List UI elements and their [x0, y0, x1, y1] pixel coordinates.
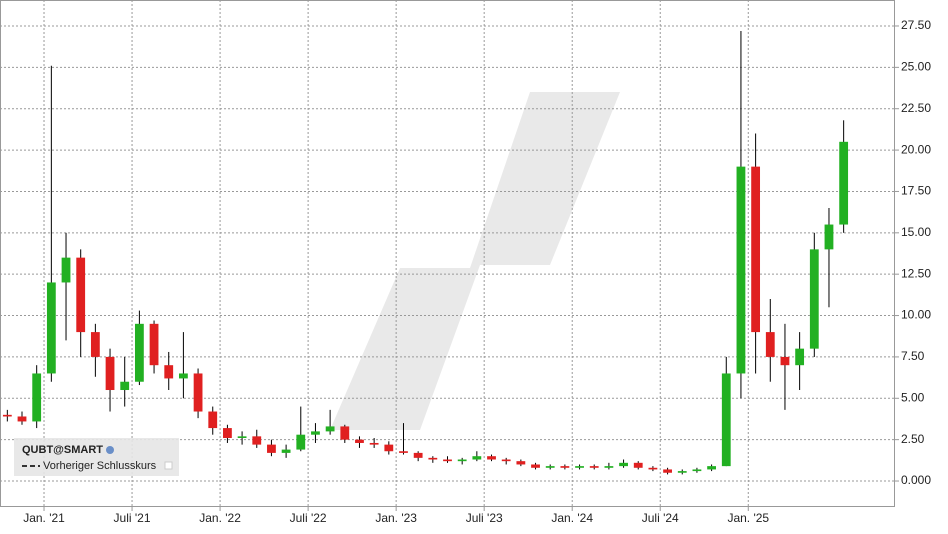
- y-tick-label: 20.00: [901, 142, 931, 156]
- candle-body: [780, 356, 790, 366]
- candle-body: [325, 426, 335, 432]
- candle-body: [575, 466, 584, 468]
- candle-body: [751, 166, 761, 333]
- candle-body: [17, 416, 27, 422]
- candles: [2, 30, 849, 475]
- candle-body: [340, 426, 350, 440]
- y-tick-label: 5.00: [901, 390, 925, 404]
- y-tick-label: 15.00: [901, 225, 931, 239]
- legend-icon: [106, 446, 114, 454]
- grid: [0, 0, 895, 507]
- x-tick-label: Juli '22: [290, 511, 327, 525]
- candle-body: [193, 373, 203, 412]
- candle-body: [721, 373, 731, 467]
- candle-body: [428, 457, 438, 460]
- candle-body: [560, 466, 570, 468]
- axes: 0.000 2.50 5.00 7.50 10.00 12.50 15.00 17.50 20.…: [23, 18, 931, 525]
- candle-body: [531, 464, 540, 468]
- y-tick-label: 27.50: [901, 18, 931, 32]
- candle-body: [149, 323, 159, 366]
- candle-body: [736, 166, 746, 374]
- candle-body: [281, 449, 291, 453]
- candle-body: [457, 459, 467, 462]
- candle-body: [677, 471, 687, 473]
- candle-body: [765, 332, 775, 357]
- candle-body: [369, 442, 379, 445]
- x-tick-label: Juli '24: [642, 511, 679, 525]
- candle-body: [795, 348, 805, 366]
- candle-body: [355, 439, 364, 443]
- y-tick-label: 12.50: [901, 266, 931, 280]
- candle-body: [237, 436, 247, 438]
- candle-body: [516, 461, 526, 465]
- candle-body: [589, 466, 599, 468]
- y-tick-label: 10.00: [901, 308, 931, 322]
- candle-body: [399, 451, 408, 453]
- x-tick-label: Jan. '23: [375, 511, 417, 525]
- candle-body: [487, 456, 496, 460]
- candle-body: [61, 257, 71, 283]
- y-tick-label: 22.50: [901, 101, 931, 115]
- legend-checkbox[interactable]: [164, 461, 173, 470]
- candle-body: [252, 436, 262, 445]
- candle-body: [90, 332, 100, 357]
- candle-body: [604, 466, 614, 468]
- candle-body: [120, 381, 130, 391]
- candle-body: [267, 444, 276, 453]
- x-tick-label: Jan. '21: [23, 511, 65, 525]
- plot-frame: [0, 0, 895, 507]
- candle-body: [413, 452, 423, 458]
- legend-entry: Vorheriger Schlusskurs: [43, 460, 157, 472]
- candle-body: [2, 414, 12, 417]
- candle-body: [179, 373, 188, 379]
- x-tick-label: Juli '21: [114, 511, 151, 525]
- candle-body: [707, 466, 716, 470]
- y-tick-label: 0.000: [901, 473, 931, 487]
- candle-body: [692, 469, 702, 472]
- x-tick-label: Jan. '24: [551, 511, 593, 525]
- candle-body: [809, 249, 819, 349]
- candle-body: [208, 411, 218, 429]
- candle-body: [619, 462, 628, 467]
- candle-body: [839, 141, 849, 225]
- candle-body: [223, 428, 232, 438]
- x-tick-label: Juli '23: [466, 511, 503, 525]
- candle-body: [311, 431, 320, 435]
- y-tick-label: 25.00: [901, 60, 931, 74]
- watermark: [330, 92, 620, 430]
- x-tick-label: Jan. '22: [199, 511, 241, 525]
- y-tick-label: 2.50: [901, 432, 925, 446]
- candle-body: [384, 444, 394, 452]
- y-tick-label: 7.50: [901, 349, 925, 363]
- candle-body: [32, 373, 42, 422]
- candle-body: [648, 467, 658, 470]
- y-tick-label: 17.50: [901, 184, 931, 198]
- legend-entry: QUBT@SMART: [22, 444, 103, 456]
- candle-body: [633, 462, 643, 468]
- legend-box: [14, 438, 179, 476]
- candle-body: [76, 257, 86, 333]
- candle-body: [663, 469, 672, 473]
- candle-body: [545, 466, 555, 468]
- candle-body: [472, 456, 482, 460]
- candle-body: [501, 459, 511, 462]
- candle-body: [824, 224, 834, 250]
- x-tick-label: Jan. '25: [727, 511, 769, 525]
- candle-body: [164, 365, 174, 379]
- candle-body: [296, 434, 306, 450]
- candle-body: [46, 282, 56, 374]
- candle-body: [134, 323, 144, 382]
- candle-body: [105, 356, 115, 391]
- candle-body: [443, 459, 452, 462]
